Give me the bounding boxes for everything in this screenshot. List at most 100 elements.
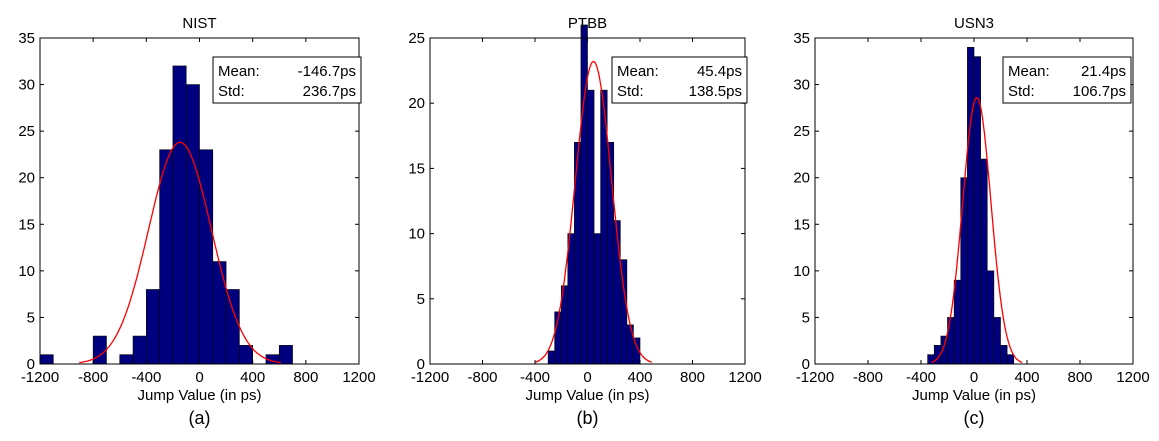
panel-1-histogram-bar	[92, 335, 107, 365]
panel-1-x-tick-label: -400	[131, 369, 161, 386]
panel-3-histogram-bar	[980, 158, 988, 365]
panel-3-y-tick-label: 5	[802, 309, 810, 326]
panel-2-histogram-bar	[626, 324, 634, 365]
panel-3-histogram-bar	[960, 177, 968, 365]
panel-3-histogram-bar	[947, 317, 955, 365]
panel-3-std-value: 106.7ps	[1073, 83, 1126, 100]
panel-3-x-tick-label: -400	[906, 369, 936, 386]
panel-2-histogram-bar	[606, 142, 615, 365]
panel-2-y-tick-label: 15	[408, 160, 425, 177]
panel-1-histogram-bar	[132, 335, 147, 365]
panel-3-histogram-bar	[1000, 345, 1008, 365]
panel-3-panel-label: (c)	[964, 408, 985, 428]
panel-3-histogram-bar	[993, 317, 1001, 365]
panel-3-x-axis-label: Jump Value (in ps)	[912, 387, 1036, 404]
panel-1-histogram-bar	[146, 289, 160, 365]
panel-1-histogram-bar	[185, 84, 200, 365]
panel-3-histogram-bar	[927, 354, 935, 365]
panel-3-y-tick-label: 30	[793, 77, 810, 94]
panel-2-histogram-bar	[587, 89, 595, 365]
panel-3-y-tick-label: 35	[793, 30, 810, 47]
panel-2-x-tick-label: -1200	[411, 369, 449, 386]
panel-2-y-tick-label: 25	[408, 30, 425, 47]
panel-2-panel-label: (b)	[577, 408, 599, 428]
panel-3-x-tick-label: 0	[970, 369, 978, 386]
panel-2-x-tick-label: -400	[520, 369, 550, 386]
panel-2-stats-box	[611, 56, 748, 104]
panel-1-x-tick-label: -1200	[21, 369, 59, 386]
panel-2-x-tick-label: 400	[627, 369, 652, 386]
panel-1-histogram-bar	[159, 149, 174, 365]
panel-3-mean-label: Mean:	[1008, 63, 1050, 80]
panel-1-y-tick-label: 20	[18, 170, 35, 187]
panel-3-y-tick-label: 15	[793, 216, 810, 233]
panel-2-std-value: 138.5ps	[689, 83, 742, 100]
panel-2-x-tick-label: 800	[680, 369, 705, 386]
panel-1-histogram-bar	[278, 345, 293, 365]
panel-2-mean-value: 45.4ps	[697, 63, 742, 80]
panel-1-y-tick-label: 25	[18, 123, 35, 140]
panel-1-title: NIST	[182, 15, 216, 32]
panel-1-histogram-bar	[225, 289, 240, 365]
panel-1-stats-box	[212, 56, 362, 104]
panel-1-histogram-bar	[199, 149, 214, 365]
panel-2-y-tick-label: 10	[408, 226, 425, 243]
panel-1-x-axis-label: Jump Value (in ps)	[138, 387, 262, 404]
panel-2-histogram-bar	[567, 233, 575, 365]
panel-2-title: PTBB	[568, 15, 607, 32]
panel-2-x-tick-label: 0	[583, 369, 591, 386]
panel-2-y-tick-label: 20	[408, 95, 425, 112]
panel-1-histogram-bar	[172, 65, 187, 365]
panel-3-histogram-bar	[967, 47, 975, 365]
panel-1-y-tick-label: 15	[18, 216, 35, 233]
panel-3-histogram-bar	[1006, 354, 1015, 365]
panel-2-mean-label: Mean:	[617, 63, 659, 80]
panel-3-stats-box	[1002, 56, 1132, 104]
panel-1-gaussian-fit-line	[79, 141, 281, 364]
panel-2-histogram-bar	[613, 220, 621, 365]
panel-3-x-tick-label: 1200	[1116, 369, 1149, 386]
panel-1-y-tick-label: 5	[27, 309, 35, 326]
panel-1-y-tick-label: 10	[18, 263, 35, 280]
panel-1-std-value: 236.7ps	[303, 83, 356, 100]
panel-2-x-axis-label: Jump Value (in ps)	[526, 387, 650, 404]
panel-3-title: USN3	[954, 15, 994, 32]
panel-3-std-label: Std:	[1008, 83, 1035, 100]
panel-1-x-tick-label: 400	[240, 369, 265, 386]
panel-3-histogram-bar	[986, 270, 995, 365]
panel-1-x-tick-label: 800	[293, 369, 318, 386]
panel-3-gaussian-fit-line	[931, 96, 1023, 364]
panel-2-histogram-bar	[580, 24, 588, 365]
panel-2-y-tick-label: 5	[417, 291, 425, 308]
panel-3-x-tick-label: -1200	[796, 369, 834, 386]
panel-2-gaussian-fit-line	[535, 60, 652, 363]
panel-3-mean-value: 21.4ps	[1081, 63, 1126, 80]
panel-3-y-tick-label: 0	[802, 356, 810, 373]
panel-3-x-tick-label: 800	[1067, 369, 1092, 386]
panel-1-histogram-bar	[239, 345, 253, 365]
panel-2-std-label: Std:	[617, 83, 644, 100]
panel-1-x-tick-label: 0	[195, 369, 203, 386]
panel-3-y-tick-label: 20	[793, 170, 810, 187]
panel-1-histogram-bar	[119, 354, 134, 365]
panel-2-histogram-bar	[547, 350, 555, 365]
panel-2-x-tick-label: -800	[467, 369, 497, 386]
panel-1-std-label: Std:	[218, 83, 245, 100]
panel-3-x-tick-label: 400	[1014, 369, 1039, 386]
panel-2-x-tick-label: 1200	[728, 369, 761, 386]
panel-3-y-tick-label: 10	[793, 263, 810, 280]
panel-1-panel-label: (a)	[189, 408, 211, 428]
panel-1-mean-label: Mean:	[218, 63, 260, 80]
panel-3-histogram-bar	[953, 279, 962, 365]
panel-3-x-tick-label: -800	[853, 369, 883, 386]
panel-3-y-tick-label: 25	[793, 123, 810, 140]
panel-1-x-tick-label: 1200	[342, 369, 375, 386]
panel-1-y-tick-label: 0	[27, 356, 35, 373]
panel-1-y-tick-label: 30	[18, 77, 35, 94]
panel-1-y-tick-label: 35	[18, 30, 35, 47]
panel-1-histogram-bar	[212, 261, 227, 365]
panel-2-y-tick-label: 0	[417, 356, 425, 373]
panel-2-histogram-bar	[593, 233, 601, 365]
panel-1-x-tick-label: -800	[78, 369, 108, 386]
